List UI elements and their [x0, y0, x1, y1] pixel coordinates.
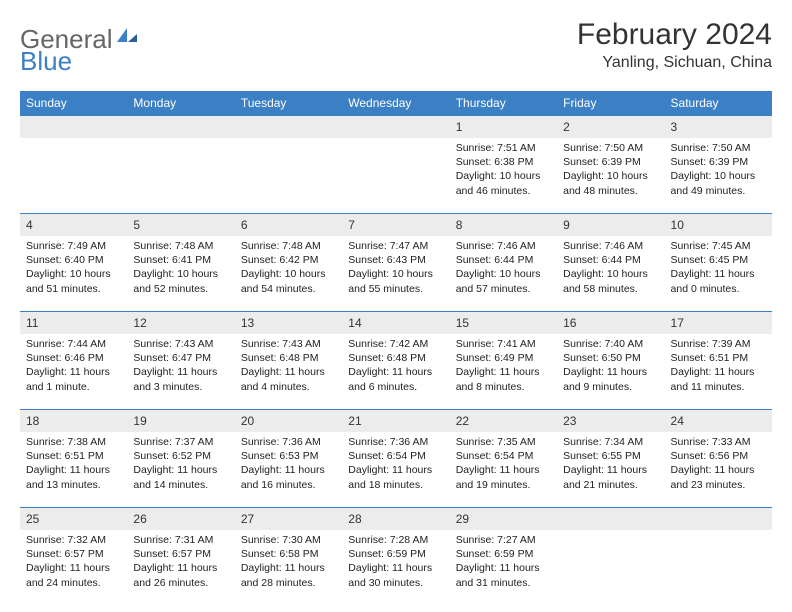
- date-cell: 9: [557, 214, 664, 237]
- info-cell: Sunrise: 7:32 AMSunset: 6:57 PMDaylight:…: [20, 530, 127, 605]
- info-row: Sunrise: 7:49 AMSunset: 6:40 PMDaylight:…: [20, 236, 772, 312]
- info-cell: Sunrise: 7:30 AMSunset: 6:58 PMDaylight:…: [235, 530, 342, 605]
- info-cell: Sunrise: 7:46 AMSunset: 6:44 PMDaylight:…: [450, 236, 557, 312]
- date-cell: 8: [450, 214, 557, 237]
- info-row: Sunrise: 7:38 AMSunset: 6:51 PMDaylight:…: [20, 432, 772, 508]
- info-cell: [665, 530, 772, 605]
- date-cell: 14: [342, 312, 449, 335]
- info-cell: Sunrise: 7:48 AMSunset: 6:41 PMDaylight:…: [127, 236, 234, 312]
- date-cell: [235, 116, 342, 139]
- day-header: Thursday: [450, 91, 557, 116]
- info-cell: Sunrise: 7:46 AMSunset: 6:44 PMDaylight:…: [557, 236, 664, 312]
- day-header: Monday: [127, 91, 234, 116]
- info-cell: Sunrise: 7:27 AMSunset: 6:59 PMDaylight:…: [450, 530, 557, 605]
- date-cell: 22: [450, 410, 557, 433]
- day-header: Saturday: [665, 91, 772, 116]
- date-cell: 15: [450, 312, 557, 335]
- date-cell: [20, 116, 127, 139]
- day-header-row: SundayMondayTuesdayWednesdayThursdayFrid…: [20, 91, 772, 116]
- info-cell: [20, 138, 127, 214]
- info-cell: Sunrise: 7:47 AMSunset: 6:43 PMDaylight:…: [342, 236, 449, 312]
- date-cell: 6: [235, 214, 342, 237]
- date-cell: [342, 116, 449, 139]
- date-cell: 18: [20, 410, 127, 433]
- date-cell: 10: [665, 214, 772, 237]
- info-cell: Sunrise: 7:34 AMSunset: 6:55 PMDaylight:…: [557, 432, 664, 508]
- info-cell: Sunrise: 7:39 AMSunset: 6:51 PMDaylight:…: [665, 334, 772, 410]
- info-cell: Sunrise: 7:42 AMSunset: 6:48 PMDaylight:…: [342, 334, 449, 410]
- date-cell: 4: [20, 214, 127, 237]
- info-cell: Sunrise: 7:45 AMSunset: 6:45 PMDaylight:…: [665, 236, 772, 312]
- info-row: Sunrise: 7:44 AMSunset: 6:46 PMDaylight:…: [20, 334, 772, 410]
- date-cell: 7: [342, 214, 449, 237]
- date-cell: [557, 508, 664, 531]
- info-cell: [127, 138, 234, 214]
- date-row: 11121314151617: [20, 312, 772, 335]
- info-cell: Sunrise: 7:31 AMSunset: 6:57 PMDaylight:…: [127, 530, 234, 605]
- date-cell: 5: [127, 214, 234, 237]
- day-header: Sunday: [20, 91, 127, 116]
- date-cell: 23: [557, 410, 664, 433]
- info-cell: [342, 138, 449, 214]
- info-cell: Sunrise: 7:28 AMSunset: 6:59 PMDaylight:…: [342, 530, 449, 605]
- info-cell: Sunrise: 7:50 AMSunset: 6:39 PMDaylight:…: [557, 138, 664, 214]
- info-cell: Sunrise: 7:33 AMSunset: 6:56 PMDaylight:…: [665, 432, 772, 508]
- date-cell: [665, 508, 772, 531]
- info-cell: Sunrise: 7:43 AMSunset: 6:47 PMDaylight:…: [127, 334, 234, 410]
- date-cell: 2: [557, 116, 664, 139]
- date-cell: 1: [450, 116, 557, 139]
- date-cell: 27: [235, 508, 342, 531]
- date-cell: 19: [127, 410, 234, 433]
- info-cell: Sunrise: 7:36 AMSunset: 6:54 PMDaylight:…: [342, 432, 449, 508]
- info-cell: Sunrise: 7:38 AMSunset: 6:51 PMDaylight:…: [20, 432, 127, 508]
- info-cell: Sunrise: 7:49 AMSunset: 6:40 PMDaylight:…: [20, 236, 127, 312]
- date-cell: 11: [20, 312, 127, 335]
- date-cell: 17: [665, 312, 772, 335]
- date-row: 18192021222324: [20, 410, 772, 433]
- date-cell: [127, 116, 234, 139]
- date-row: 45678910: [20, 214, 772, 237]
- info-cell: [235, 138, 342, 214]
- info-cell: Sunrise: 7:51 AMSunset: 6:38 PMDaylight:…: [450, 138, 557, 214]
- date-cell: 21: [342, 410, 449, 433]
- info-cell: Sunrise: 7:44 AMSunset: 6:46 PMDaylight:…: [20, 334, 127, 410]
- info-cell: Sunrise: 7:50 AMSunset: 6:39 PMDaylight:…: [665, 138, 772, 214]
- date-cell: 16: [557, 312, 664, 335]
- info-cell: Sunrise: 7:35 AMSunset: 6:54 PMDaylight:…: [450, 432, 557, 508]
- date-cell: 20: [235, 410, 342, 433]
- date-cell: 28: [342, 508, 449, 531]
- page: General February 2024 Yanling, Sichuan, …: [0, 0, 792, 605]
- info-cell: Sunrise: 7:37 AMSunset: 6:52 PMDaylight:…: [127, 432, 234, 508]
- date-cell: 26: [127, 508, 234, 531]
- info-cell: Sunrise: 7:43 AMSunset: 6:48 PMDaylight:…: [235, 334, 342, 410]
- info-cell: Sunrise: 7:40 AMSunset: 6:50 PMDaylight:…: [557, 334, 664, 410]
- logo-text-2: Blue: [20, 46, 72, 76]
- date-cell: 29: [450, 508, 557, 531]
- date-cell: 24: [665, 410, 772, 433]
- info-cell: Sunrise: 7:36 AMSunset: 6:53 PMDaylight:…: [235, 432, 342, 508]
- date-row: 123: [20, 116, 772, 139]
- day-header: Wednesday: [342, 91, 449, 116]
- date-cell: 13: [235, 312, 342, 335]
- date-row: 2526272829: [20, 508, 772, 531]
- date-cell: 3: [665, 116, 772, 139]
- calendar-table: SundayMondayTuesdayWednesdayThursdayFrid…: [20, 91, 772, 605]
- day-header: Friday: [557, 91, 664, 116]
- info-cell: [557, 530, 664, 605]
- date-cell: 25: [20, 508, 127, 531]
- day-header: Tuesday: [235, 91, 342, 116]
- info-row: Sunrise: 7:51 AMSunset: 6:38 PMDaylight:…: [20, 138, 772, 214]
- info-cell: Sunrise: 7:48 AMSunset: 6:42 PMDaylight:…: [235, 236, 342, 312]
- date-cell: 12: [127, 312, 234, 335]
- info-cell: Sunrise: 7:41 AMSunset: 6:49 PMDaylight:…: [450, 334, 557, 410]
- info-row: Sunrise: 7:32 AMSunset: 6:57 PMDaylight:…: [20, 530, 772, 605]
